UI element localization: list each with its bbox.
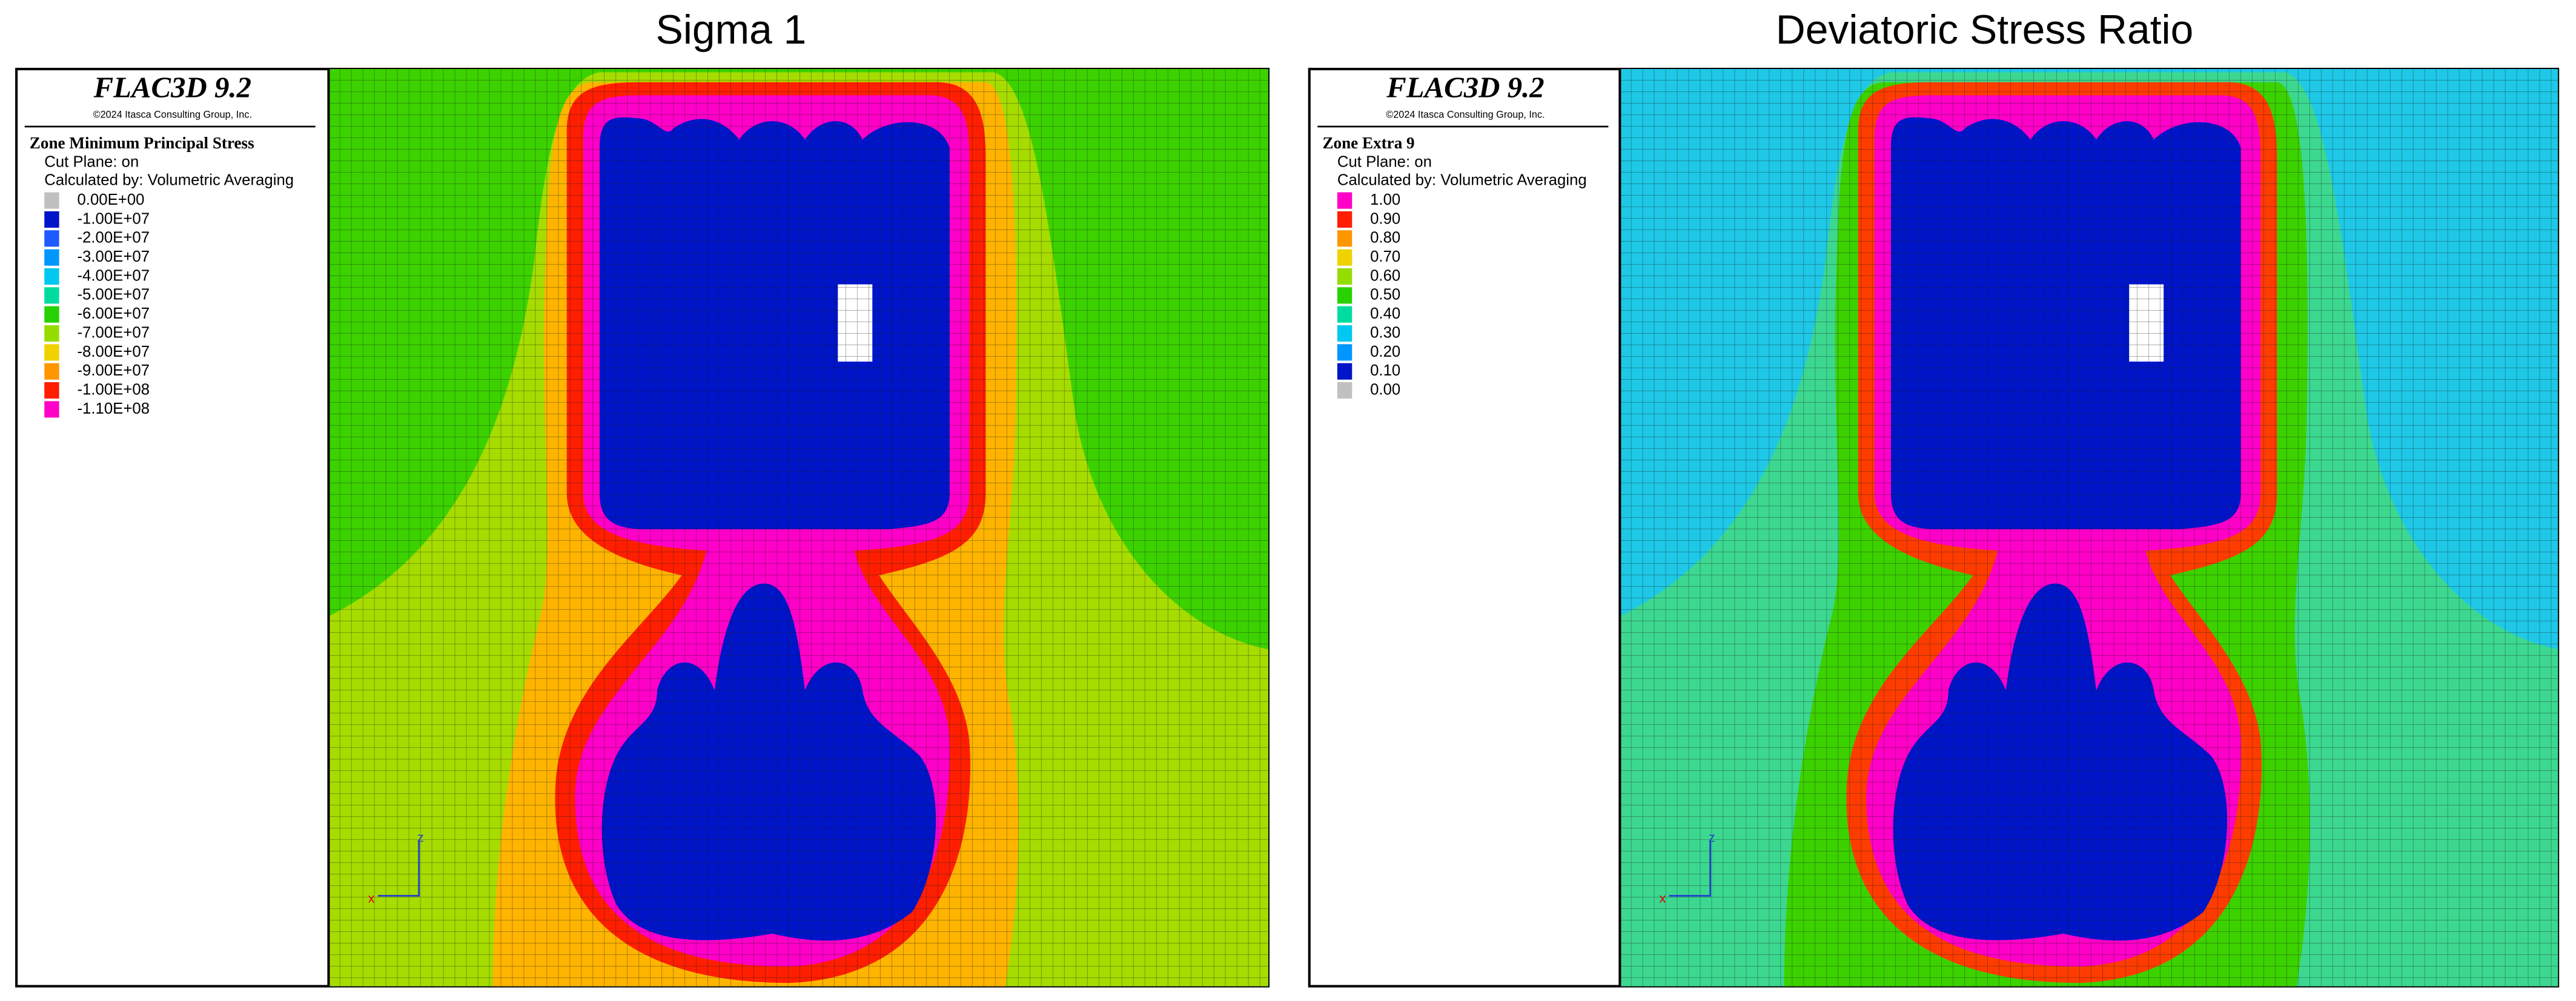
legend-label: 0.00 [1370, 381, 1400, 398]
legend-label: -4.00E+07 [77, 267, 150, 284]
legend-swatch [44, 230, 59, 247]
legend-swatch [44, 325, 59, 342]
legend-label: 0.80 [1370, 230, 1400, 246]
panel: Deviatoric Stress Ratio z x FLAC3D 9.2 ©2024… [1308, 7, 2560, 988]
legend-swatch [44, 382, 59, 399]
legend-swatch [44, 211, 59, 228]
legend-label: -5.00E+07 [77, 286, 150, 303]
legend-swatch [44, 401, 59, 418]
legend-swatch [1337, 363, 1353, 380]
legend-note: Cut Plane: on [44, 154, 139, 171]
legend-label: 0.70 [1370, 248, 1400, 265]
legend-label: -1.00E+07 [77, 210, 150, 227]
panel: Sigma 1 z x FLAC3D 9.2 ©2024 Itasca Consulti… [15, 7, 1270, 988]
legend-label: 1.00 [1370, 191, 1400, 208]
contour-plot [328, 69, 1268, 986]
axis-label: z [1709, 830, 1715, 845]
legend-label: -1.00E+08 [77, 381, 150, 398]
mesh [328, 69, 1268, 986]
legend-label: 0.60 [1370, 267, 1400, 284]
panel-title: Sigma 1 [656, 7, 807, 53]
legend-label: -3.00E+07 [77, 248, 150, 265]
axis-triad [377, 841, 420, 897]
legend-label: 0.50 [1370, 286, 1400, 303]
legend-swatch [1337, 325, 1353, 342]
legend-note: Cut Plane: on [1337, 154, 1432, 171]
legend-swatch [44, 192, 59, 209]
legend-label: -1.10E+08 [77, 400, 150, 417]
legend-swatch [1337, 268, 1353, 285]
axis-label: z [417, 830, 424, 845]
legend-swatch [44, 344, 59, 361]
legend-swatch [1337, 192, 1353, 209]
legend-label: -9.00E+07 [77, 362, 150, 379]
legend-label: -2.00E+07 [77, 230, 150, 246]
legend-label: 0.00E+00 [77, 191, 144, 208]
software-name: FLAC3D 9.2 [1386, 70, 1544, 104]
legend-swatch [44, 306, 59, 323]
legend-swatch [44, 287, 59, 304]
legend-swatch [1337, 344, 1353, 361]
software-name: FLAC3D 9.2 [93, 70, 251, 104]
legend-swatch [1337, 287, 1353, 304]
legend-swatch [44, 249, 59, 266]
legend-label: -8.00E+07 [77, 343, 150, 360]
legend-label: 0.90 [1370, 210, 1400, 227]
legend-label: 0.10 [1370, 362, 1400, 379]
mesh [1620, 69, 2558, 986]
axis-label: x [368, 890, 375, 905]
legend-swatch [1337, 306, 1353, 323]
legend-note: Calculated by: Volumetric Averaging [1337, 171, 1587, 188]
legend-swatch [1337, 230, 1353, 247]
legend-title: Zone Extra 9 [1322, 134, 1414, 152]
copyright: ©2024 Itasca Consulting Group, Inc. [93, 109, 252, 120]
legend-note: Calculated by: Volumetric Averaging [44, 171, 294, 188]
legend-label: -6.00E+07 [77, 305, 150, 322]
axis-label: x [1659, 890, 1666, 905]
contour-plot [1620, 69, 2558, 986]
legend-swatch [44, 363, 59, 380]
legend-title: Zone Minimum Principal Stress [30, 134, 254, 152]
legend-swatch [1337, 382, 1353, 399]
copyright: ©2024 Itasca Consulting Group, Inc. [1386, 109, 1545, 120]
legend-label: -7.00E+07 [77, 324, 150, 341]
legend-swatch [1337, 249, 1353, 266]
legend-label: 0.20 [1370, 343, 1400, 360]
panel-title: Deviatoric Stress Ratio [1776, 7, 2194, 53]
legend-label: 0.30 [1370, 324, 1400, 341]
legend-swatch [44, 268, 59, 285]
legend-swatch [1337, 211, 1353, 228]
axis-triad [1669, 841, 1711, 897]
legend-label: 0.40 [1370, 305, 1400, 322]
